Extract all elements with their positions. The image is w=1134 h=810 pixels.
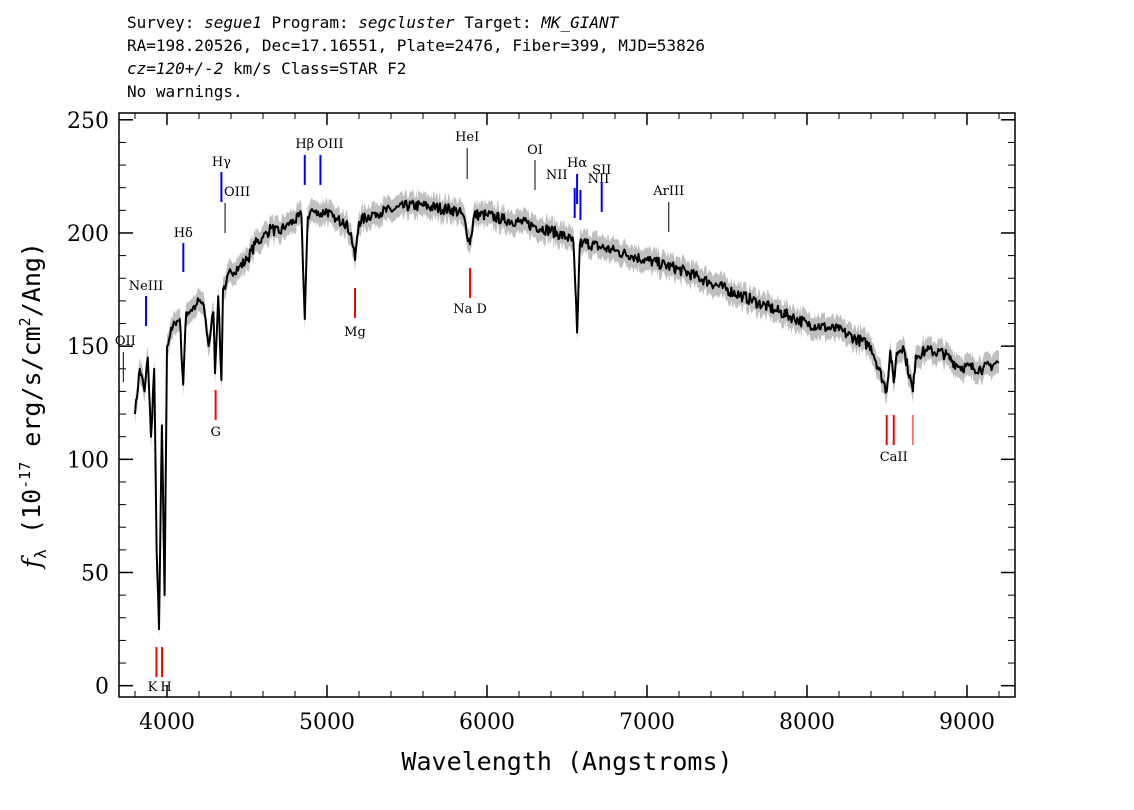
absorption-line-label: CaII	[880, 450, 908, 465]
emission-line-label: NII	[546, 168, 568, 183]
target-value: MK_GIANT	[541, 13, 619, 32]
x-tick-label: 7000	[619, 710, 675, 735]
x-tick-label: 9000	[939, 710, 995, 735]
axis-ticks	[119, 113, 1015, 697]
x-axis-title: Wavelength (Angstroms)	[401, 747, 732, 776]
y-tick-label: 250	[67, 109, 109, 134]
program-value: segcluster	[358, 13, 455, 32]
program-label: Program:	[271, 13, 349, 32]
absorption-line-label: H	[160, 680, 171, 695]
redshift-value: cz=120+/-2	[127, 59, 224, 78]
y-axis-title: fλ (10-17 erg/s/cm2/Ang)	[16, 242, 50, 570]
header-line-2: RA=198.20526, Dec=17.16551, Plate=2476, …	[127, 36, 705, 55]
y-tick-label: 150	[67, 335, 109, 360]
absorption-line-label: G	[210, 425, 220, 440]
class-value: km/s Class=STAR F2	[232, 59, 407, 78]
error-band-area	[135, 189, 999, 641]
spectrum-header: Survey: segue1 Program: segcluster Targe…	[127, 11, 705, 103]
emission-line-label: NII	[588, 172, 610, 187]
target-label: Target:	[464, 13, 532, 32]
spectrum-line	[134, 199, 1000, 631]
emission-line-label: Hβ	[295, 137, 314, 152]
error-band	[135, 189, 999, 641]
header-line-4: No warnings.	[127, 82, 243, 101]
emission-line-label: SII	[592, 163, 611, 178]
y-tick-label: 200	[67, 222, 109, 247]
emission-line-label: Hα	[567, 156, 587, 171]
emission-line-label: OIII	[224, 185, 250, 200]
x-tick-label: 5000	[299, 710, 355, 735]
emission-line-label: OIII	[317, 137, 343, 152]
emission-line-label: Hδ	[174, 226, 193, 241]
spectrum-series	[134, 199, 1000, 631]
survey-value: segue1	[204, 13, 262, 32]
header-line-3: cz=120+/-2 km/s Class=STAR F2	[127, 57, 705, 80]
x-tick-label: 6000	[459, 710, 515, 735]
header-line-1: Survey: segue1 Program: segcluster Targe…	[127, 11, 705, 34]
emission-line-label: OII	[115, 334, 136, 349]
absorption-line-label: Na D	[453, 302, 487, 317]
emission-line-label: ArIII	[652, 184, 684, 199]
emission-line-label: NeIII	[129, 279, 163, 294]
absorption-line-label: K	[148, 680, 158, 695]
plot-frame	[118, 112, 1016, 698]
absorption-line-label: Mg	[344, 325, 366, 340]
survey-label: Survey:	[127, 13, 195, 32]
axis-tick-labels: 4000 5000 6000 7000 8000 9000 0 50 100 150 200 250	[67, 109, 995, 735]
x-tick-label: 8000	[779, 710, 835, 735]
x-tick-label: 4000	[139, 710, 195, 735]
emission-line-label: Hγ	[212, 155, 231, 170]
y-tick-label: 0	[95, 675, 109, 700]
y-tick-label: 50	[81, 562, 109, 587]
y-tick-label: 100	[67, 448, 109, 473]
emission-line-label: OI	[527, 143, 543, 158]
emission-line-label: HeI	[455, 130, 479, 145]
